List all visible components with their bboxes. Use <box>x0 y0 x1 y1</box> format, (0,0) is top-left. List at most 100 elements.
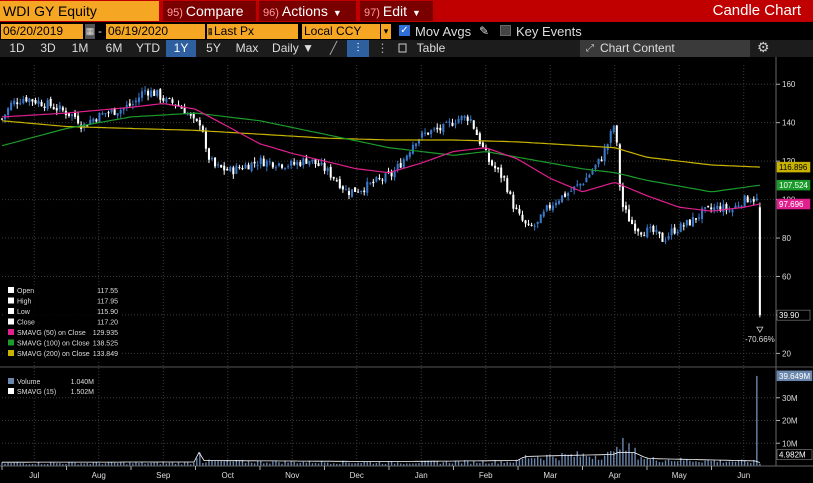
candle-body <box>637 228 640 232</box>
range-1m[interactable]: 1M <box>71 41 89 55</box>
candle-body <box>478 133 481 144</box>
start-date-field[interactable]: 06/20/2019 <box>1 24 83 39</box>
candle-body <box>545 205 548 211</box>
candle-body <box>189 113 192 116</box>
range-3d[interactable]: 3D <box>40 41 56 55</box>
key-events-checkbox[interactable] <box>500 25 511 36</box>
x-tick-label: Dec <box>350 471 364 480</box>
candle-body <box>585 177 588 183</box>
candle-body <box>551 205 554 211</box>
candle-body <box>320 162 323 165</box>
candle-body <box>250 162 253 171</box>
table-button[interactable]: Table <box>416 41 446 55</box>
candle-body <box>223 165 226 171</box>
mov-avgs-checkbox[interactable]: ✓ <box>399 25 410 36</box>
candle-body <box>530 224 533 226</box>
candle-body <box>600 159 603 162</box>
chart-content-button[interactable]: Chart Content <box>580 40 750 57</box>
currency-select[interactable]: Local CCY <box>302 24 380 39</box>
range-max[interactable]: Max <box>235 41 259 55</box>
candle-body <box>168 97 171 99</box>
candle-body <box>451 122 454 126</box>
candle-body <box>311 159 314 162</box>
x-tick-label: Feb <box>479 471 493 480</box>
legend-value: 133.849 <box>93 351 118 358</box>
candle-body <box>500 167 503 178</box>
candle-body <box>198 120 201 126</box>
candle-body <box>649 227 652 229</box>
candle-body <box>405 155 408 161</box>
field-select[interactable]: Last Px <box>212 24 298 39</box>
price-tick-label: 140 <box>782 119 796 128</box>
candle-body <box>95 119 98 122</box>
candle-body <box>664 240 667 242</box>
candle-body <box>341 186 344 190</box>
candle-body <box>463 116 466 118</box>
range-6m[interactable]: 6M <box>105 41 123 55</box>
compare-num: 95) <box>167 7 183 19</box>
draw-tool-icon[interactable]: ╱ <box>329 41 338 55</box>
range-1d[interactable]: 1D <box>9 41 25 55</box>
volume-tag <box>776 370 813 382</box>
table-icon[interactable] <box>398 41 407 54</box>
indicator-tool-icon[interactable]: ⫶ <box>347 40 369 57</box>
edit-menu[interactable]: 97) Edit ▼ <box>360 1 433 21</box>
candle-body <box>713 207 716 211</box>
candle-body <box>701 208 704 219</box>
compare-menu[interactable]: 95) Compare <box>163 1 256 21</box>
candle-body <box>28 98 31 103</box>
candle-body <box>710 207 713 210</box>
legend-swatch <box>8 308 14 314</box>
legend-value: 115.90 <box>97 309 118 316</box>
candle-body <box>259 157 262 165</box>
mov-avgs-label: Mov Avgs <box>415 24 472 39</box>
candle-body <box>497 167 500 170</box>
candle-body <box>554 202 557 206</box>
candle-body <box>758 207 761 316</box>
candle-body <box>369 182 372 184</box>
candle-body <box>113 107 116 115</box>
sma50-line <box>1 103 761 212</box>
legend-swatch <box>8 287 14 293</box>
candle-body <box>749 200 752 202</box>
range-ytd[interactable]: YTD <box>136 41 160 55</box>
end-date-field[interactable]: 06/19/2020 <box>106 24 205 39</box>
candle-body <box>153 90 156 96</box>
gear-icon[interactable]: ⚙ <box>757 39 770 55</box>
candle-body <box>576 184 579 186</box>
period-select[interactable]: Daily ▼ <box>266 40 320 57</box>
candle-body <box>317 163 320 166</box>
more-tools-icon[interactable]: ⋮ <box>376 41 389 55</box>
candle-body <box>338 179 341 189</box>
ticker-field[interactable]: WDI GY Equity <box>0 1 159 21</box>
price-tag <box>776 179 811 191</box>
pencil-icon[interactable]: ✎ <box>479 24 490 38</box>
legend-swatch <box>8 339 14 346</box>
candle-chart[interactable]: 2040608010012014016010M20M30MJulAugSepOc… <box>0 57 813 483</box>
sma200-line <box>1 120 760 168</box>
candle-body <box>454 123 457 125</box>
candle-body <box>210 157 214 160</box>
range-5y[interactable]: 5Y <box>206 41 221 55</box>
x-tick-label: Jan <box>415 471 428 480</box>
candle-body <box>229 166 232 171</box>
candle-body <box>363 190 366 193</box>
candle-body <box>682 225 685 227</box>
range-1y[interactable]: 1Y <box>166 40 196 57</box>
legend-swatch <box>8 297 14 304</box>
candle-body <box>494 165 497 169</box>
legend-label: SMAVG (50) on Close <box>17 330 86 337</box>
actions-menu[interactable]: 96) Actions ▼ <box>259 1 356 21</box>
candle-body <box>661 232 664 242</box>
volume-tag-label: 39.649M <box>779 372 810 381</box>
price-tag <box>776 309 811 321</box>
start-calendar-icon[interactable]: ▦ <box>85 24 95 39</box>
table-icon-svg <box>398 43 407 53</box>
candle-body <box>180 106 183 109</box>
candle-body <box>564 193 567 197</box>
currency-dropdown-icon[interactable]: ▾ <box>381 24 391 39</box>
candle-body <box>344 189 347 191</box>
candle-body <box>16 102 19 105</box>
period-label: Daily <box>272 41 299 55</box>
candle-body <box>326 168 329 172</box>
